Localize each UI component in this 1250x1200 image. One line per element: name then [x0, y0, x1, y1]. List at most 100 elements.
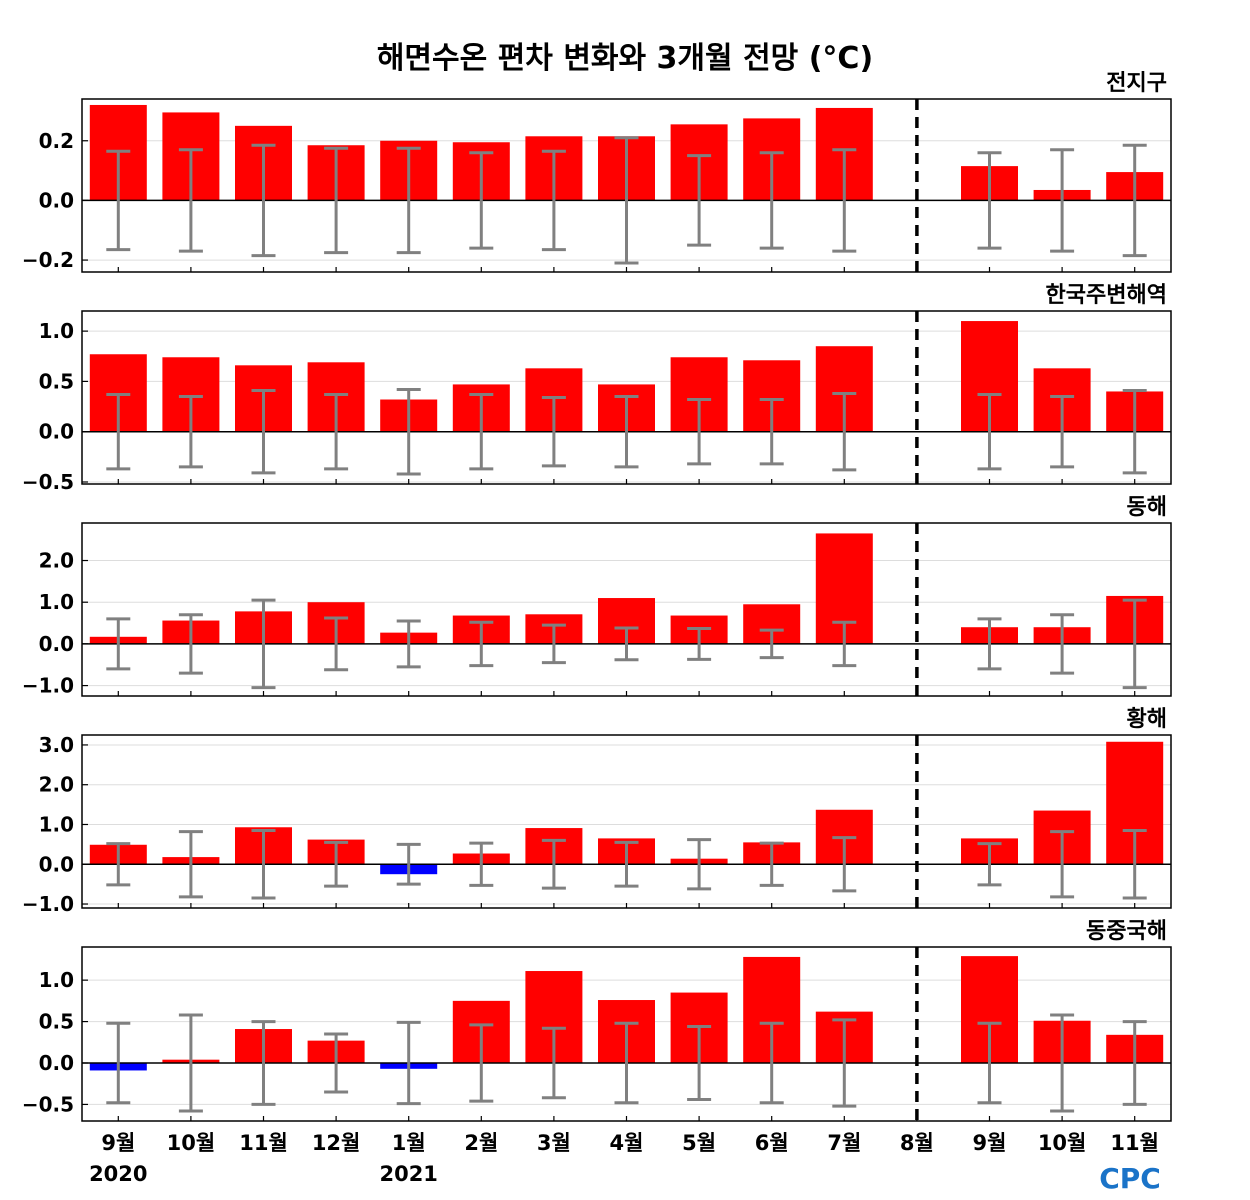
- panels: −0.2 0.0 0.2 전지구 −0.5 0.0 0.5 1.0 한국주변해역 −1.0 0.0 1…: [22, 71, 1172, 1122]
- y-tick-label: 0.5: [39, 369, 74, 393]
- error-bar: [1050, 830, 1075, 899]
- x-tick-label: 2월: [464, 1131, 498, 1155]
- y-tick-label: 0.2: [39, 129, 74, 153]
- x-tick-label: 11월: [239, 1131, 288, 1155]
- error-bar: [832, 1018, 857, 1108]
- error-bar: [541, 1026, 566, 1100]
- error-bar: [396, 387, 421, 476]
- error-bar: [832, 148, 857, 253]
- error-bar: [469, 151, 494, 250]
- y-tick-label: 1.0: [39, 812, 74, 836]
- error-bar: [759, 151, 784, 250]
- y-tick-label: −0.2: [22, 248, 74, 272]
- error-bar: [469, 392, 494, 471]
- x-tick-label: 10월: [167, 1131, 216, 1155]
- year-label: 2020: [89, 1162, 147, 1186]
- error-bar: [106, 617, 131, 671]
- error-bar: [541, 149, 566, 252]
- y-tick-label: 0.0: [39, 852, 74, 876]
- panel-title: 동중국해: [1086, 919, 1167, 944]
- error-bar: [324, 146, 349, 255]
- error-bar: [1050, 613, 1075, 675]
- error-bar: [1122, 388, 1147, 475]
- y-tick-label: 0.0: [39, 420, 74, 444]
- error-bar: [1122, 598, 1147, 690]
- error-bar: [1122, 1020, 1147, 1106]
- panel-title: 전지구: [1106, 71, 1167, 96]
- error-bar: [977, 151, 1002, 250]
- error-bar: [687, 1025, 712, 1101]
- y-tick-label: 2.0: [39, 773, 74, 797]
- y-tick-label: 3.0: [39, 733, 74, 757]
- error-bar: [251, 1020, 276, 1106]
- error-bar: [178, 613, 203, 675]
- cpc-logo: CPC: [1099, 1162, 1161, 1195]
- error-bar: [541, 623, 566, 665]
- error-bar: [106, 149, 131, 252]
- y-tick-label: 1.0: [39, 590, 74, 614]
- y-tick-label: 2.0: [39, 549, 74, 573]
- x-tick-label: 5월: [682, 1131, 716, 1155]
- error-bar: [251, 598, 276, 690]
- x-tick-label: 8월: [900, 1131, 934, 1155]
- error-bar: [614, 840, 639, 888]
- error-bar: [759, 841, 784, 887]
- error-bar: [687, 838, 712, 891]
- error-bar: [106, 842, 131, 887]
- x-tick-label: 4월: [610, 1131, 644, 1155]
- panel-3: −1.0 0.0 1.0 2.0 동해: [22, 495, 1172, 698]
- year-label: 2021: [379, 1162, 437, 1186]
- x-tick-label: 10월: [1038, 1131, 1087, 1155]
- error-bar: [759, 398, 784, 466]
- panel-5: −0.5 0.0 0.5 1.0 동중국해: [22, 919, 1172, 1122]
- error-bar: [324, 1032, 349, 1094]
- x-tick-label: 9월: [101, 1131, 135, 1155]
- error-bar: [106, 1021, 131, 1105]
- y-tick-label: 0.5: [39, 1010, 74, 1034]
- error-bar: [1050, 1013, 1075, 1113]
- error-bar: [324, 840, 349, 888]
- error-bar: [1050, 148, 1075, 253]
- y-tick-label: 1.0: [39, 968, 74, 992]
- panel-title: 동해: [1127, 495, 1167, 520]
- error-bar: [687, 154, 712, 247]
- error-bar: [396, 842, 421, 886]
- error-bar: [251, 143, 276, 258]
- error-bar: [324, 616, 349, 672]
- error-bar: [469, 1023, 494, 1103]
- error-bar: [251, 388, 276, 475]
- y-tick-label: 0.0: [39, 188, 74, 212]
- error-bar: [614, 626, 639, 662]
- error-bar: [1122, 828, 1147, 900]
- panel-title: 한국주변해역: [1046, 283, 1167, 308]
- panel-1: −0.2 0.0 0.2 전지구: [22, 71, 1172, 273]
- error-bar: [977, 1021, 1002, 1105]
- x-tick-label: 6월: [755, 1131, 789, 1155]
- panel-4: −1.0 0.0 1.0 2.0 3.0 황해: [22, 707, 1172, 916]
- x-tick-label: 7월: [827, 1131, 861, 1155]
- panel-2: −0.5 0.0 0.5 1.0 한국주변해역: [22, 283, 1172, 494]
- y-tick-label: −1.0: [22, 674, 74, 698]
- chart-title: 해면수온 편차 변화와 3개월 전망 (°C): [377, 41, 873, 76]
- error-bar: [759, 628, 784, 660]
- error-bar: [396, 1020, 421, 1106]
- error-bar: [832, 391, 857, 472]
- error-bar: [977, 842, 1002, 887]
- y-tick-label: −1.0: [22, 892, 74, 916]
- error-bar: [396, 146, 421, 255]
- error-bar: [1050, 394, 1075, 469]
- y-tick-label: 1.0: [39, 319, 74, 343]
- error-bar: [396, 619, 421, 669]
- error-bar: [614, 136, 639, 265]
- error-bar: [324, 392, 349, 471]
- error-bar: [687, 626, 712, 661]
- error-bar: [469, 620, 494, 668]
- error-bar: [541, 396, 566, 468]
- y-tick-label: −0.5: [22, 470, 74, 494]
- y-tick-label: 0.0: [39, 632, 74, 656]
- error-bar: [977, 617, 1002, 671]
- error-bar: [759, 1021, 784, 1105]
- error-bar: [178, 394, 203, 469]
- error-bar: [614, 394, 639, 469]
